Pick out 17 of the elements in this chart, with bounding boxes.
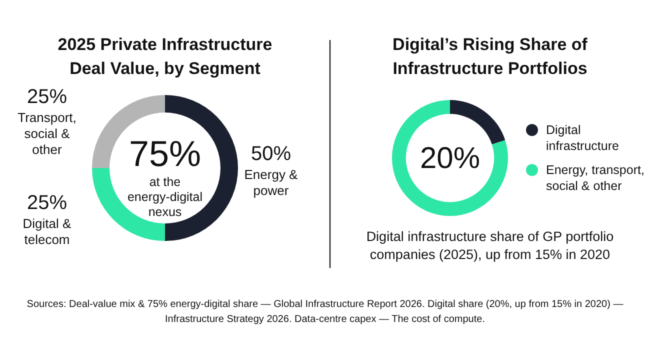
data-label: 50% xyxy=(250,143,292,165)
text: 20% xyxy=(420,142,480,175)
text: at the energy-digital nexus xyxy=(127,175,203,219)
donut-slice xyxy=(392,100,508,216)
source-note: Sources: Deal-value mix & 75% energy-digital share — Global Infrastructure Report 2026. Digital share (20%, up from 15% in 2020) — Infrastructure Strategy 2026. Data-centre capex — The cost of compute. xyxy=(26,299,624,325)
data-label: 25% xyxy=(26,192,68,214)
slice-label: Transport, social & other xyxy=(18,110,76,157)
chart-title: 2025 Private Infrastructure Deal Value, by Segment xyxy=(58,35,272,78)
slice-label: Energy & power xyxy=(244,167,298,198)
legend-label: Digital infrastructure xyxy=(546,123,619,153)
slice-label: Digital & telecom xyxy=(22,216,72,248)
text: 75% xyxy=(128,133,202,174)
donut-slice xyxy=(450,100,506,144)
data-label: 25% xyxy=(26,86,68,108)
chart-title: Digital’s Rising Share of Infrastructure Portfolios xyxy=(392,35,588,78)
legend-label: Energy, transport, social & other xyxy=(546,163,644,193)
text: Digital infrastructure share of GP portfolio companies (2025), up from 15% in 2020 xyxy=(366,229,614,262)
